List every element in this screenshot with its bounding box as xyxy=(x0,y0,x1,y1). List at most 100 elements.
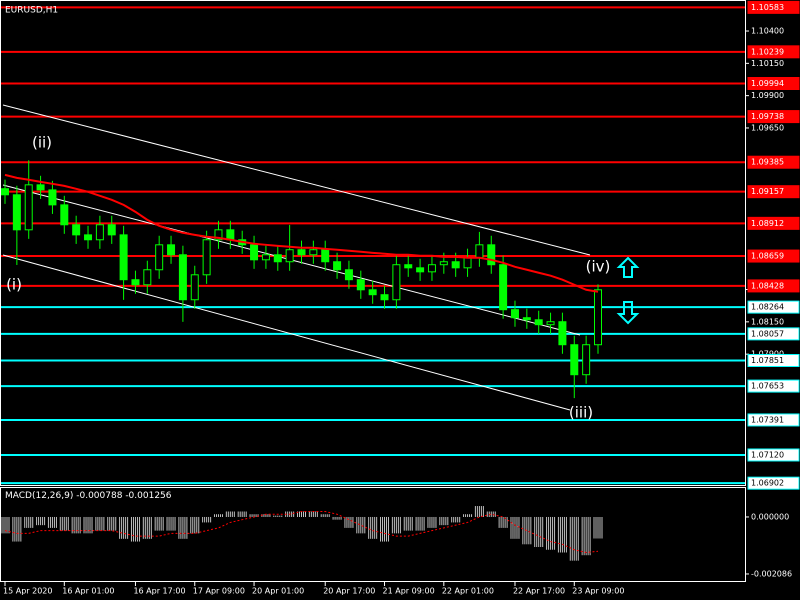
candle-body xyxy=(285,249,294,263)
candle-body xyxy=(72,224,81,236)
candle-body xyxy=(297,249,306,256)
x-tick-label: 20 Apr 01:00 xyxy=(252,587,304,596)
channel-line xyxy=(2,104,591,256)
candle-body xyxy=(368,289,377,296)
level-label-box xyxy=(747,413,800,427)
candles xyxy=(1,160,602,399)
candle-body xyxy=(439,261,448,266)
level-label: 1.07851 xyxy=(751,356,784,365)
level-label-box xyxy=(747,45,800,59)
wave-label: (ii) xyxy=(32,134,52,152)
level-label: 1.08912 xyxy=(751,219,784,228)
candle-body xyxy=(416,267,425,273)
y-tick-label: 1.10150 xyxy=(751,59,784,68)
candle-body xyxy=(546,321,555,326)
candle-body xyxy=(36,184,45,191)
macd-signal-value: -0.001256 xyxy=(125,491,171,501)
candle-body xyxy=(48,189,57,206)
level-label-box xyxy=(747,476,800,490)
level-label: 1.09738 xyxy=(751,112,784,121)
level-label: 1.08428 xyxy=(751,281,784,290)
x-tick-label: 22 Apr 17:00 xyxy=(513,587,565,596)
macd-label: MACD(12,26,9) -0.000788 -0.001256 xyxy=(5,491,172,501)
level-label: 1.09385 xyxy=(751,158,784,167)
candle-body xyxy=(107,224,116,236)
macd-value: -0.000788 xyxy=(76,491,122,501)
candle-body xyxy=(178,254,187,301)
level-label-box xyxy=(747,216,800,230)
candle-body xyxy=(392,264,401,301)
macd-y-tick-label: -0.002086 xyxy=(751,569,792,578)
arrow-down xyxy=(616,301,640,325)
x-tick-label: 17 Apr 09:00 xyxy=(193,587,245,596)
candle-body xyxy=(487,244,496,266)
level-label-box xyxy=(747,110,800,124)
candle-body xyxy=(202,239,211,276)
candle-body xyxy=(214,229,223,241)
candle-body xyxy=(131,279,140,286)
channel-line xyxy=(2,254,571,411)
level-label-box xyxy=(747,185,800,199)
macd-signal xyxy=(4,511,599,553)
candle-body xyxy=(333,261,342,271)
x-tick-label: 15 Apr 2020 xyxy=(3,587,52,596)
x-tick-label: 23 Apr 09:00 xyxy=(572,587,624,596)
candle-body xyxy=(570,344,579,376)
level-label-box xyxy=(747,379,800,393)
level-label-box xyxy=(747,155,800,169)
y-tick-label: 1.08150 xyxy=(751,317,784,326)
candle-body xyxy=(250,244,259,261)
level-label-box xyxy=(747,0,800,14)
x-tick-label: 16 Apr 01:00 xyxy=(62,587,114,596)
candle-body xyxy=(344,269,353,281)
level-label: 1.10583 xyxy=(751,3,784,12)
candle-body xyxy=(309,249,318,256)
level-label: 1.09994 xyxy=(751,79,784,88)
candle-body xyxy=(155,244,164,271)
level-label: 1.10239 xyxy=(751,47,784,56)
candle-body xyxy=(380,294,389,301)
moving-average xyxy=(4,173,599,293)
candle-body xyxy=(1,188,9,196)
candle-body xyxy=(60,204,69,226)
candle-body xyxy=(321,249,330,263)
candle-body xyxy=(451,261,460,269)
candle-body xyxy=(558,321,567,346)
candle-body xyxy=(24,184,33,231)
level-label: 1.09157 xyxy=(751,187,784,196)
y-tick-label: 1.09650 xyxy=(751,123,784,132)
level-label: 1.07120 xyxy=(751,450,784,459)
candle-body xyxy=(356,279,365,291)
candle-body xyxy=(522,317,531,321)
candle-body xyxy=(475,244,484,259)
candle-body xyxy=(190,274,199,301)
level-label: 1.08659 xyxy=(751,252,784,261)
candle-body xyxy=(12,194,21,231)
y-tick-label: 1.09900 xyxy=(751,91,784,100)
level-label-box xyxy=(747,76,800,90)
level-label-box xyxy=(747,327,800,341)
price-panel-frame xyxy=(0,0,746,486)
level-label: 1.07391 xyxy=(751,415,784,424)
x-tick-label: 20 Apr 17:00 xyxy=(323,587,375,596)
candle-body xyxy=(427,264,436,273)
level-label-box xyxy=(747,300,800,314)
level-label: 1.08264 xyxy=(751,303,784,312)
level-label-box xyxy=(747,353,800,367)
candle-body xyxy=(499,264,508,311)
macd-panel-frame xyxy=(0,487,746,582)
level-label-box xyxy=(747,249,800,263)
candle-body xyxy=(273,254,282,263)
candle-body xyxy=(226,229,235,241)
y-tick-label: 1.10400 xyxy=(751,27,784,36)
arrow-up xyxy=(616,256,640,278)
candle-body xyxy=(261,254,270,261)
candle-body xyxy=(404,264,413,269)
candle-body xyxy=(119,234,128,281)
macd-name: MACD(12,26,9) xyxy=(5,491,73,501)
candle-body xyxy=(84,234,93,241)
wave-label: (i) xyxy=(6,276,22,294)
candle-body xyxy=(510,309,519,319)
levels: 1.104001.101501.099001.096501.084001.081… xyxy=(0,0,800,490)
